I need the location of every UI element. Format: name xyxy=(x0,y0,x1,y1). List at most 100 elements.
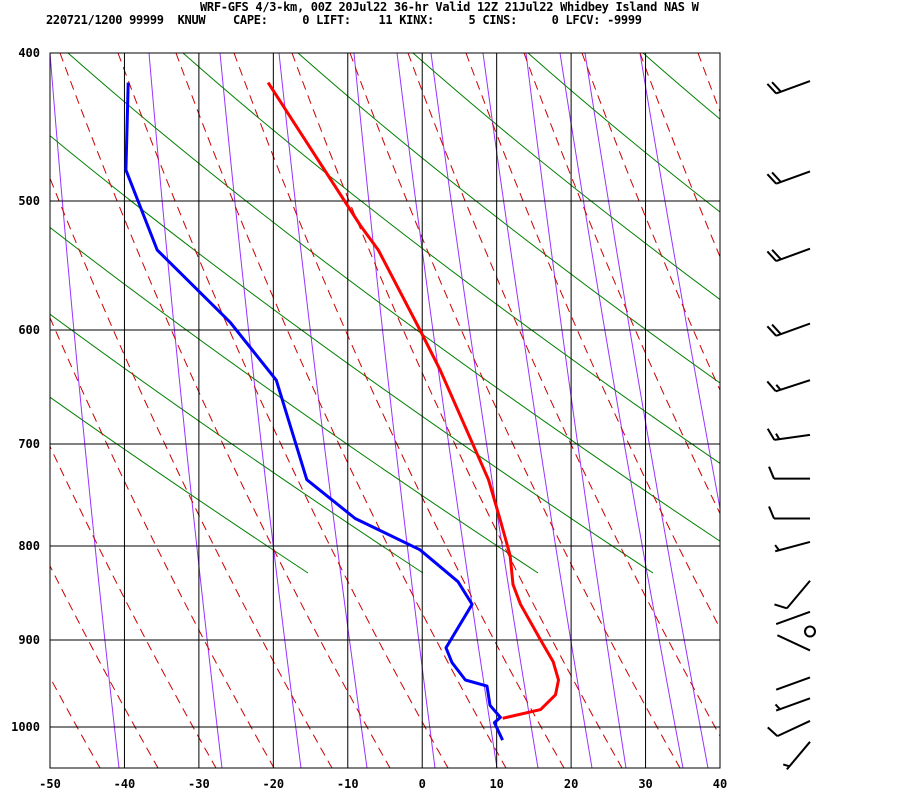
moist-adiabat-line xyxy=(0,53,42,768)
barb-staff xyxy=(775,80,811,95)
mixing-ratio-line xyxy=(584,53,709,768)
barb-feather xyxy=(766,380,777,392)
barb-staff xyxy=(776,634,811,652)
barb-half-feather xyxy=(775,433,781,440)
wind-barb xyxy=(776,634,811,652)
moist-adiabat-line xyxy=(59,53,391,768)
y-tick-label: 600 xyxy=(18,323,40,337)
x-tick-label: 30 xyxy=(638,777,652,791)
dry-adiabat-line xyxy=(50,135,654,574)
dry-adiabat-line xyxy=(50,313,424,574)
mixing-ratio-line xyxy=(559,53,684,768)
x-tick-label: -20 xyxy=(262,777,284,791)
grid-lines xyxy=(49,52,721,769)
x-tick-label: -30 xyxy=(188,777,210,791)
kinx-label: KINX: xyxy=(399,13,434,27)
barb-feather xyxy=(766,83,777,95)
wind-barb xyxy=(774,580,811,610)
moist-adiabat-line xyxy=(50,316,275,768)
dry-adiabat-line xyxy=(182,53,720,464)
moist-adiabat-line xyxy=(756,53,900,768)
dry-adiabat-line xyxy=(412,53,720,301)
lfcv-label: LFCV: xyxy=(565,13,601,27)
barb-feather xyxy=(771,81,782,93)
x-tick-label: 40 xyxy=(713,777,727,791)
wind-barb xyxy=(774,540,811,553)
moist-adiabat-line xyxy=(407,53,720,737)
x-tick-label: -10 xyxy=(337,777,359,791)
wind-barb xyxy=(774,697,811,712)
lift-value: 11 xyxy=(378,13,393,27)
mixing-ratio-line xyxy=(148,53,223,768)
chart-title: WRF-GFS 4/3-km, 00Z 20Jul22 36-hr Valid … xyxy=(200,0,699,14)
dry-adiabat-line xyxy=(50,396,309,574)
wind-barb xyxy=(768,466,810,480)
dry-adiabat-line xyxy=(758,53,900,573)
plot-frame xyxy=(49,52,721,769)
moist-adiabat-line xyxy=(233,53,565,768)
mixing-ratio-line xyxy=(50,53,120,768)
x-tick-label: -40 xyxy=(114,777,136,791)
wind-barb xyxy=(766,80,811,95)
wind-barb xyxy=(766,379,811,393)
barb-staff xyxy=(776,720,811,738)
barb-feather xyxy=(766,325,777,337)
barb-staff xyxy=(775,610,811,626)
barb-feather xyxy=(766,173,777,185)
barb-feather xyxy=(768,466,775,480)
temperature-line xyxy=(266,81,560,720)
moist-adiabat-line xyxy=(814,53,900,768)
moist-adiabat-line xyxy=(697,53,720,113)
cins-label: CINS: xyxy=(482,13,517,27)
x-tick-label: 20 xyxy=(564,777,578,791)
x-tick-label: 0 xyxy=(419,777,426,791)
lfcv-value: -9999 xyxy=(607,13,642,27)
cins-value: 0 xyxy=(551,13,559,27)
calm-wind-circle xyxy=(804,625,816,638)
wind-barb xyxy=(768,506,810,520)
kinx-value: 5 xyxy=(468,13,476,27)
barb-feather xyxy=(771,323,782,335)
wind-barb xyxy=(782,741,811,771)
y-tick-label: 400 xyxy=(18,46,40,60)
moist-adiabat-line xyxy=(117,53,449,768)
barb-feather xyxy=(767,726,779,737)
dry-adiabat-line xyxy=(67,53,720,542)
mixing-ratio-line xyxy=(430,53,539,768)
barb-half-feather xyxy=(774,544,780,551)
moist-adiabat-line xyxy=(349,53,681,768)
moist-adiabat-line xyxy=(581,53,720,392)
lift-label: LIFT: xyxy=(316,13,351,27)
barb-half-feather xyxy=(775,384,782,391)
sounding-info: 220721/1200 99999 KNUW CAPE: 0 LIFT: 11 … xyxy=(46,13,642,27)
dewpoint-line xyxy=(124,82,504,741)
cape-label: CAPE: xyxy=(233,13,268,27)
barb-half-feather xyxy=(774,703,781,710)
y-tick-label: 900 xyxy=(18,633,40,647)
wind-barb xyxy=(766,322,811,337)
moist-adiabat-line xyxy=(175,53,507,768)
barb-half-feather xyxy=(782,763,790,768)
mixing-ratio-line xyxy=(482,53,593,768)
mixing-ratio-line xyxy=(219,53,302,768)
barb-feather xyxy=(771,171,782,183)
sounding-series xyxy=(124,81,560,741)
dry-adiabat-line xyxy=(873,53,900,573)
y-tick-label: 500 xyxy=(18,194,40,208)
info-station: KNUW xyxy=(177,13,206,27)
mixing-ratio-line xyxy=(278,53,368,768)
barb-staff xyxy=(786,741,811,771)
x-tick-label: -50 xyxy=(39,777,61,791)
info-station-num: 99999 xyxy=(129,13,164,27)
y-tick-label: 800 xyxy=(18,539,40,553)
wind-barb xyxy=(766,428,811,441)
barb-staff xyxy=(775,379,811,393)
barb-feather xyxy=(774,603,788,610)
cape-value: 0 xyxy=(302,13,310,27)
barb-staff xyxy=(775,247,811,262)
dry-adiabat-line xyxy=(50,226,539,574)
wind-barbs xyxy=(766,80,816,771)
barb-feather xyxy=(766,250,777,262)
moist-adiabat-line xyxy=(50,445,217,768)
